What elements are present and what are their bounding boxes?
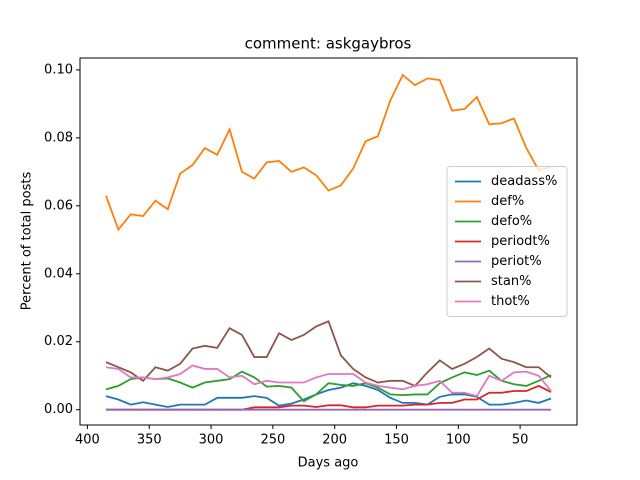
legend-label: def%	[491, 194, 524, 209]
line	[105, 369, 552, 403]
x-tick-label: 150	[384, 433, 409, 448]
x-tick-label: 200	[322, 433, 347, 448]
x-tick-label: 350	[137, 433, 162, 448]
chart-title: comment: askgaybros	[245, 35, 412, 53]
legend-label: stan%	[491, 274, 531, 289]
y-axis-label: Percent of total posts	[20, 172, 35, 311]
legend-label: defo%	[491, 214, 532, 229]
x-tick-label: 50	[512, 433, 529, 448]
y-tick-label: 0.02	[44, 334, 73, 349]
y-tick-label: 0.00	[44, 402, 73, 417]
legend-label: periodt%	[491, 234, 550, 249]
line	[105, 320, 552, 387]
y-tick-label: 0.04	[44, 266, 73, 281]
y-tick-label: 0.10	[44, 62, 73, 77]
legend-label: periot%	[491, 254, 542, 269]
y-tick-label: 0.08	[44, 130, 73, 145]
plot-frame	[79, 57, 578, 426]
x-tick-label: 100	[446, 433, 471, 448]
x-axis-label: Days ago	[298, 456, 359, 471]
y-tick-label: 0.06	[44, 198, 73, 213]
legend-frame	[446, 166, 568, 317]
x-tick-label: 400	[75, 433, 100, 448]
x-tick-label: 300	[199, 433, 224, 448]
x-tick-label: 250	[260, 433, 285, 448]
line	[105, 73, 552, 232]
legend-label: deadass%	[491, 174, 557, 189]
legend-label: thot%	[491, 294, 530, 309]
line	[105, 364, 552, 398]
